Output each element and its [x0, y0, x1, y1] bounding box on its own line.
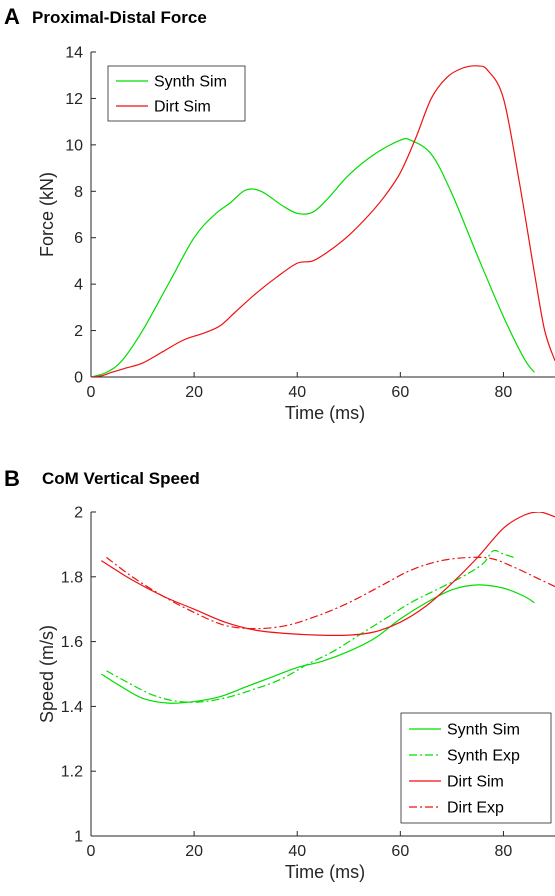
- force-y-tick-label: 14: [65, 45, 83, 62]
- force-y-tick-label: 0: [74, 370, 83, 387]
- force-x-tick-label: 80: [495, 384, 513, 401]
- force-y-tick-label: 12: [65, 91, 83, 108]
- force-y-axis-label: Force (kN): [37, 172, 57, 257]
- speed-legend-box: [400, 712, 552, 824]
- force-y-tick-label: 10: [65, 137, 83, 154]
- force-legend: Synth Sim Dirt Sim: [107, 65, 246, 122]
- force-legend-label: Synth Sim: [154, 74, 227, 91]
- force-y-tick-label: 2: [74, 323, 83, 340]
- speed-series-synth-exp: [106, 549, 514, 703]
- panel-b-letter: B: [4, 466, 20, 491]
- force-legend-label: Dirt Sim: [154, 99, 211, 116]
- speed-legend: Synth Sim Synth Exp Dirt Sim Dirt Exp: [400, 712, 552, 824]
- speed-y-tick-label: 1.2: [61, 764, 83, 781]
- force-series-dirt-sim: [91, 65, 555, 377]
- speed-x-tick-label: 60: [391, 843, 409, 860]
- force-x-tick-label: 40: [288, 384, 306, 401]
- speed-y-tick-label: 1.4: [61, 699, 83, 716]
- force-y-tick-label: 4: [74, 277, 83, 294]
- speed-series-dirt-exp: [106, 556, 555, 630]
- speed-y-tick-label: 2: [74, 505, 83, 522]
- speed-legend-label: Synth Sim: [447, 722, 520, 739]
- speed-x-tick-label: 20: [185, 843, 203, 860]
- speed-x-tick-label: 0: [87, 843, 96, 860]
- speed-y-tick-label: 1.8: [61, 569, 83, 586]
- speed-chart: 0 20 40 60 80 1 1.2 1.4 1.6 1.8 2 Time (ms) Speed (m…: [37, 505, 555, 882]
- speed-series-dirt-sim: [100, 512, 555, 637]
- speed-y-tick-label: 1: [74, 829, 83, 846]
- speed-x-axis-label: Time (ms): [285, 862, 365, 882]
- force-x-tick-label: 0: [87, 384, 96, 401]
- speed-series-synth-sim: [100, 584, 535, 704]
- panel-a-title: Proximal-Distal Force: [32, 8, 207, 27]
- force-x-tick-label: 20: [185, 384, 203, 401]
- speed-y-tick-label: 1.6: [61, 634, 83, 651]
- force-y-tick-label: 8: [74, 184, 83, 201]
- force-series-synth-sim: [91, 137, 535, 377]
- speed-legend-label: Synth Exp: [447, 748, 520, 765]
- force-y-tick-label: 6: [74, 230, 83, 247]
- force-chart: 0 20 40 60 80 0 2 4 6 8 10 12 14 Time (ms) Force (kN) S…: [37, 45, 555, 423]
- force-x-tick-label: 60: [391, 384, 409, 401]
- speed-legend-label: Dirt Sim: [447, 774, 504, 791]
- force-legend-box: [107, 65, 246, 122]
- speed-y-axis-label: Speed (m/s): [37, 625, 57, 723]
- speed-x-tick-label: 80: [495, 843, 513, 860]
- force-x-axis-label: Time (ms): [285, 403, 365, 423]
- speed-legend-label: Dirt Exp: [447, 800, 504, 817]
- speed-x-tick-label: 40: [288, 843, 306, 860]
- panel-b-title: CoM Vertical Speed: [42, 469, 200, 488]
- panel-a-letter: A: [4, 4, 20, 29]
